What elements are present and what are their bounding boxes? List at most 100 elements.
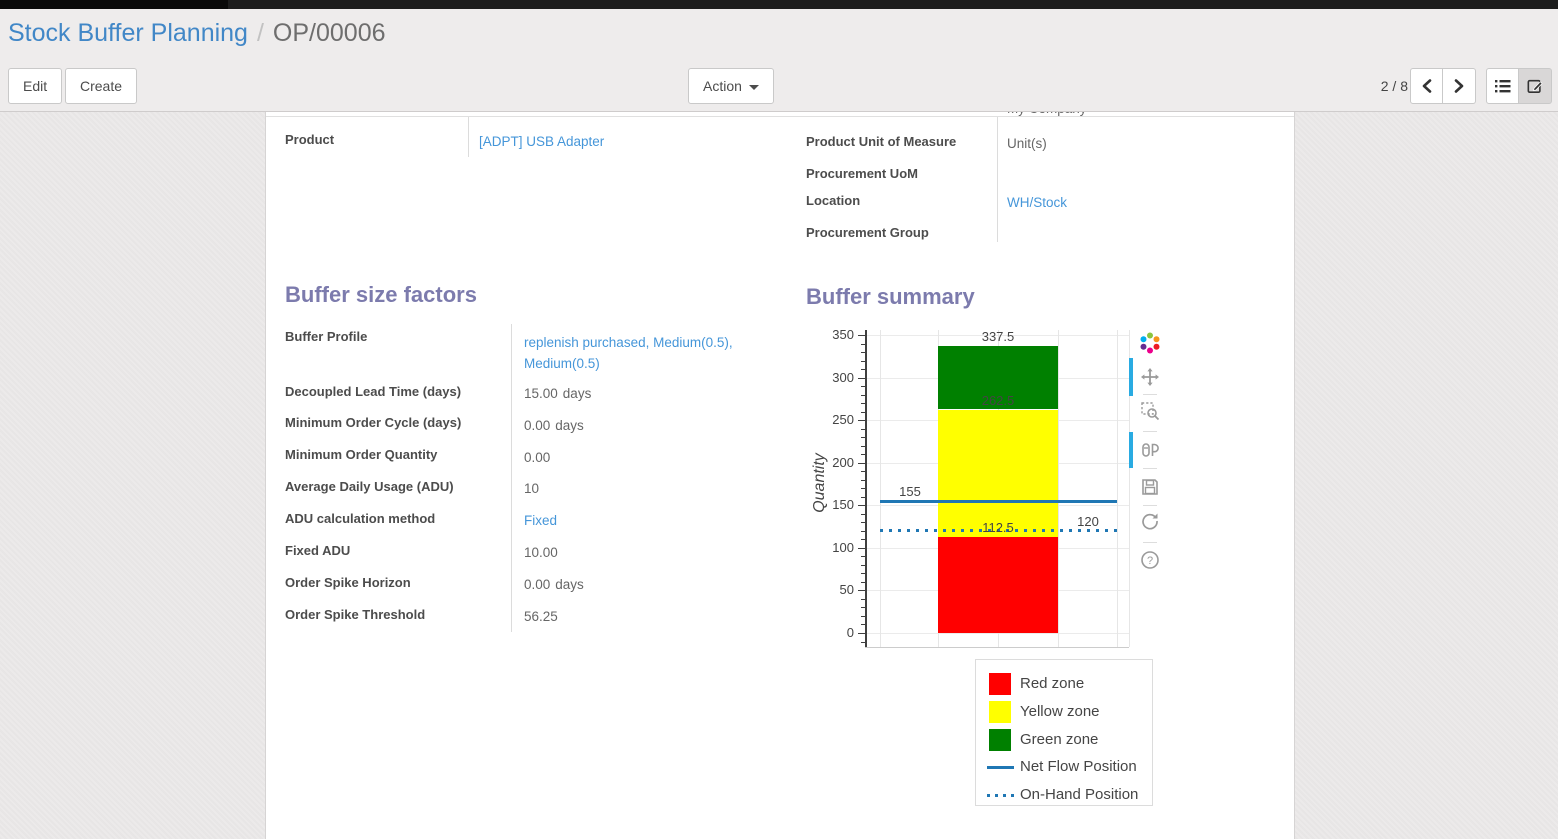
y-axis-tick bbox=[861, 437, 865, 439]
y-axis-tick bbox=[861, 445, 865, 447]
y-axis-tick bbox=[858, 547, 865, 549]
y-axis-tick bbox=[858, 462, 865, 464]
help-icon[interactable]: ? bbox=[1140, 550, 1160, 570]
buffer-summary-heading: Buffer summary bbox=[806, 284, 975, 309]
y-axis-tick bbox=[861, 479, 865, 481]
field-value-product-uom: Unit(s) bbox=[1007, 136, 1047, 151]
bar-zone-yellow-zone bbox=[938, 409, 1058, 538]
field-value-min-order-cycle: 0.00 days bbox=[524, 418, 584, 433]
y-axis-line bbox=[865, 330, 867, 647]
y-axis-tick bbox=[861, 454, 865, 456]
y-axis-tick bbox=[861, 522, 865, 524]
unit-days: days bbox=[555, 418, 584, 433]
y-axis-tick bbox=[861, 403, 865, 405]
y-axis-tick bbox=[861, 352, 865, 354]
save-icon[interactable] bbox=[1140, 477, 1160, 497]
field-value-fixed-adu: 10.00 bbox=[524, 545, 558, 560]
v-gridline bbox=[1117, 330, 1118, 647]
pan-icon[interactable] bbox=[1140, 367, 1160, 387]
create-button[interactable]: Create bbox=[65, 68, 138, 104]
control-panel-divider bbox=[0, 111, 1558, 112]
y-axis-tick bbox=[861, 615, 865, 617]
y-axis-tick bbox=[861, 360, 865, 362]
modebar-active-indicator bbox=[1129, 358, 1133, 396]
legend-swatch-on-hand-line bbox=[987, 794, 1014, 797]
y-axis-tick bbox=[861, 573, 865, 575]
modebar-active-indicator bbox=[1129, 432, 1133, 468]
y-tick-label: 0 bbox=[846, 625, 854, 640]
line-on-hand-position bbox=[880, 529, 1117, 533]
bar-zone-green-zone bbox=[938, 345, 1058, 410]
list-view-icon bbox=[1494, 80, 1510, 93]
field-label-location: Location bbox=[806, 193, 861, 208]
chevron-left-icon bbox=[1422, 79, 1431, 93]
plotly-logo[interactable] bbox=[1138, 331, 1162, 355]
y-tick-label: 150 bbox=[832, 497, 854, 513]
y-axis-tick bbox=[861, 343, 865, 345]
label-separator-left bbox=[468, 117, 469, 157]
field-value-spike-horizon: 0.00 days bbox=[524, 577, 584, 592]
reset-axes-icon[interactable] bbox=[1140, 511, 1160, 531]
field-value-adu-method-link[interactable]: Fixed bbox=[524, 513, 558, 528]
buffer-summary-chart: Quantity 0 50 100 150 200 250 300 350 337.5 262.5… bbox=[806, 318, 1170, 652]
y-axis-tick bbox=[861, 607, 865, 609]
y-axis-tick bbox=[861, 598, 865, 600]
zoom-box-icon[interactable] bbox=[1140, 401, 1160, 421]
compare-hover-icon[interactable] bbox=[1140, 440, 1160, 460]
field-label-spike-threshold: Order Spike Threshold bbox=[285, 607, 426, 622]
field-value-adu: 10 bbox=[524, 481, 540, 496]
form-view-button[interactable] bbox=[1519, 68, 1552, 104]
pager-next-button[interactable] bbox=[1443, 68, 1476, 104]
pager-previous-button[interactable] bbox=[1410, 68, 1443, 104]
unit-days: days bbox=[555, 577, 584, 592]
field-value-buffer-profile-link[interactable]: replenish purchased, Medium(0.5), Medium… bbox=[524, 335, 733, 371]
legend-swatch-red bbox=[989, 673, 1011, 695]
field-value-dlt: 15.00 days bbox=[524, 386, 592, 401]
action-label: Action bbox=[703, 78, 742, 94]
chart-legend: Red zone Yellow zone Green zone Net Flow… bbox=[975, 659, 1153, 806]
modebar-divider bbox=[1143, 431, 1157, 432]
y-axis-tick bbox=[861, 428, 865, 430]
y-axis-tick bbox=[858, 335, 865, 336]
group-top-rule bbox=[266, 116, 1294, 117]
y-tick-label: 100 bbox=[832, 539, 854, 555]
y-tick-label: 350 bbox=[832, 327, 854, 342]
modebar-divider bbox=[1143, 505, 1157, 506]
y-axis-tick bbox=[861, 386, 865, 388]
y-tick-label: 250 bbox=[832, 412, 854, 428]
y-axis-tick bbox=[861, 471, 865, 473]
field-label-adu-method: ADU calculation method bbox=[285, 511, 436, 526]
y-axis-tick bbox=[858, 505, 865, 507]
annotation-262.5: 262.5 bbox=[981, 392, 1015, 408]
breadcrumb-parent-link[interactable]: Stock Buffer Planning bbox=[8, 19, 248, 47]
y-axis-tick bbox=[861, 539, 865, 541]
field-label-adu: Average Daily Usage (ADU) bbox=[285, 479, 454, 494]
y-axis-tick bbox=[861, 564, 865, 566]
y-axis-tick bbox=[861, 624, 865, 626]
y-tick-label: 300 bbox=[832, 369, 854, 385]
y-axis-tick bbox=[858, 420, 865, 422]
field-label-spike-horizon: Order Spike Horizon bbox=[285, 575, 411, 590]
modebar-divider bbox=[1143, 468, 1157, 469]
svg-text:?: ? bbox=[1147, 555, 1153, 567]
caret-down-icon bbox=[748, 84, 759, 90]
field-label-procurement-uom: Procurement UoM bbox=[806, 166, 918, 181]
y-axis-tick bbox=[861, 530, 865, 532]
field-value-product-link[interactable]: [ADPT] USB Adapter bbox=[479, 134, 605, 149]
modebar-divider bbox=[1143, 542, 1157, 543]
breadcrumb-current: OP/00006 bbox=[272, 19, 386, 47]
pager-count: 2 / 8 bbox=[1380, 78, 1408, 94]
breadcrumb: Stock Buffer Planning / OP/00006 bbox=[8, 19, 386, 48]
y-axis-tick bbox=[861, 488, 865, 490]
field-value-min-order-qty: 0.00 bbox=[524, 450, 551, 465]
field-label-fixed-adu: Fixed ADU bbox=[285, 543, 351, 558]
field-value-spike-threshold: 56.25 bbox=[524, 609, 558, 624]
edit-button[interactable]: Edit bbox=[8, 68, 63, 104]
pager-arrows bbox=[1410, 68, 1476, 104]
annotation-112.5: 112.5 bbox=[982, 520, 1014, 536]
y-axis-tick bbox=[858, 590, 865, 592]
action-dropdown-button[interactable]: Action bbox=[688, 68, 774, 104]
buffer-size-factors-heading: Buffer size factors bbox=[285, 282, 477, 307]
field-value-location-link[interactable]: WH/Stock bbox=[1007, 195, 1068, 210]
list-view-button[interactable] bbox=[1486, 68, 1519, 104]
